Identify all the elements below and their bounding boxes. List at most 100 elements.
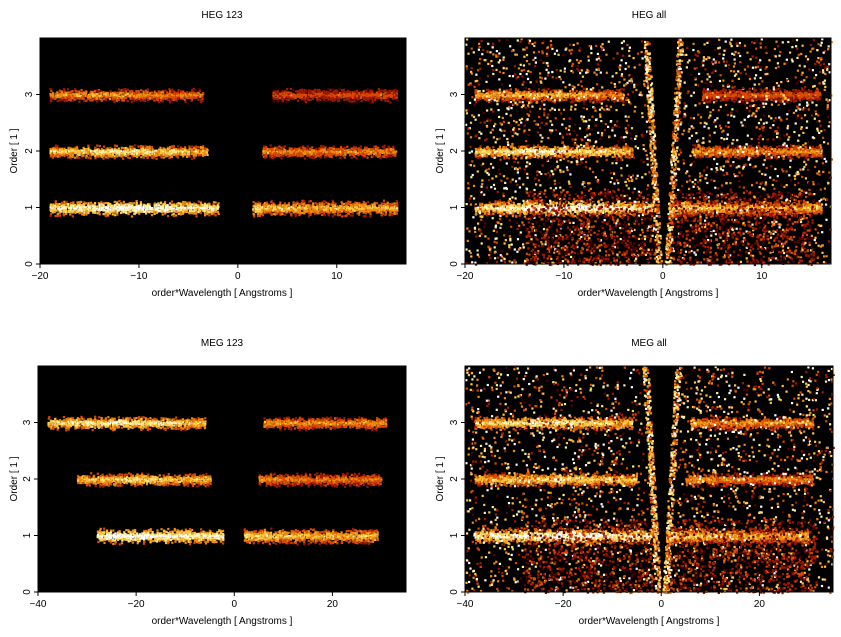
heatmap-cell	[299, 203, 302, 206]
heatmap-cell	[100, 154, 103, 157]
heatmap-cell	[94, 202, 97, 205]
heatmap-cell	[308, 94, 311, 97]
heatmap-cell	[569, 148, 572, 152]
heatmap-cell	[609, 212, 612, 215]
heatmap-cell	[274, 90, 277, 93]
heatmap-cell	[560, 156, 563, 159]
heatmap-cell	[498, 145, 501, 148]
heatmap-cell	[360, 94, 363, 97]
heatmap-cell	[78, 97, 81, 100]
heatmap-cell	[343, 98, 346, 101]
heatmap-cell	[677, 206, 680, 209]
heatmap-cell	[256, 212, 260, 215]
heatmap-cell	[381, 155, 384, 158]
heatmap-cell	[122, 211, 125, 214]
heatmap-cell	[194, 89, 197, 92]
heatmap-cell	[364, 210, 367, 213]
heatmap-cell	[316, 90, 319, 93]
heatmap-cell	[701, 205, 704, 208]
heatmap-cell	[336, 90, 339, 93]
heatmap-cell	[373, 94, 376, 97]
heatmap-cell	[285, 208, 288, 211]
heatmap-cell	[580, 147, 583, 150]
heatmap-cell	[122, 97, 125, 100]
heatmap-cell	[303, 100, 306, 103]
heatmap-cell	[317, 147, 320, 150]
heatmap-cell	[312, 91, 315, 94]
heatmap-cell	[580, 208, 583, 211]
heatmap-cell	[345, 207, 348, 210]
heatmap-cell	[347, 206, 350, 210]
heatmap-cell	[497, 200, 500, 203]
heatmap-cell	[388, 146, 391, 149]
heatmap-cell	[142, 146, 145, 149]
heatmap-cell	[543, 206, 546, 209]
heatmap-cell	[102, 91, 105, 94]
heatmap-cell	[131, 207, 134, 210]
heatmap-cell	[507, 201, 510, 204]
heatmap-cell	[146, 203, 150, 206]
heatmap-cell	[630, 208, 634, 211]
heatmap-cell	[294, 202, 297, 205]
heatmap-cell	[732, 214, 735, 217]
heatmap-cell	[89, 209, 92, 212]
heatmap-cell	[87, 211, 90, 215]
heatmap-cell	[716, 146, 719, 149]
heatmap-cell	[100, 207, 104, 210]
heatmap-cell	[317, 151, 320, 154]
heatmap-cell	[326, 155, 329, 158]
heatmap-cell	[278, 206, 281, 210]
heatmap-cell	[611, 155, 614, 158]
heatmap-cell	[594, 210, 597, 213]
heatmap-cell	[115, 207, 118, 210]
heatmap-cell	[384, 203, 387, 206]
heatmap-cell	[709, 204, 712, 207]
heatmap-cell	[639, 209, 643, 212]
heatmap-cell	[117, 147, 120, 150]
heatmap-cell	[375, 90, 379, 93]
heatmap-cell	[270, 209, 273, 212]
heatmap-cell	[93, 96, 96, 99]
heatmap-cell	[320, 153, 323, 156]
heatmap-cell	[292, 93, 295, 96]
heatmap-cell	[166, 204, 169, 207]
heatmap-cell	[164, 208, 167, 211]
heatmap-cell	[338, 214, 341, 217]
heatmap-cell	[199, 202, 203, 205]
heatmap-cell	[109, 90, 112, 93]
heatmap-cell	[280, 157, 283, 160]
heatmap-cell	[118, 206, 121, 209]
heatmap-cell	[300, 202, 303, 205]
heatmap-cell	[353, 90, 356, 93]
heatmap-cell	[602, 151, 605, 155]
heatmap-cell	[362, 211, 365, 214]
heatmap-cell	[589, 154, 592, 157]
heatmap-cell	[135, 201, 138, 205]
heatmap-cell	[331, 98, 334, 101]
heatmap-cell	[306, 145, 309, 148]
heatmap-cell	[310, 205, 313, 208]
heatmap-cell	[620, 210, 623, 214]
heatmap-cell	[319, 152, 322, 155]
heatmap-cell	[696, 155, 699, 158]
heatmap-cell	[322, 145, 325, 148]
heatmap-cell	[135, 204, 138, 208]
heatmap-cell	[96, 212, 99, 215]
heatmap-cell	[529, 211, 532, 214]
heatmap-cell	[199, 205, 202, 208]
heatmap-cell	[622, 149, 625, 152]
heatmap-cell	[166, 155, 169, 158]
heatmap-cell	[374, 96, 377, 99]
heatmap-cell	[78, 201, 81, 204]
heatmap-cell	[177, 94, 180, 97]
heatmap-cell	[270, 213, 273, 216]
heatmap-cell	[98, 91, 101, 95]
heatmap-cell	[519, 145, 522, 148]
heatmap-cell	[371, 88, 374, 92]
heatmap-cell	[499, 149, 502, 152]
heatmap-cell	[820, 210, 823, 213]
heatmap-cell	[144, 149, 147, 152]
heatmap-cell	[195, 96, 198, 99]
heatmap-cell	[52, 209, 55, 212]
heatmap-cell	[194, 208, 197, 211]
